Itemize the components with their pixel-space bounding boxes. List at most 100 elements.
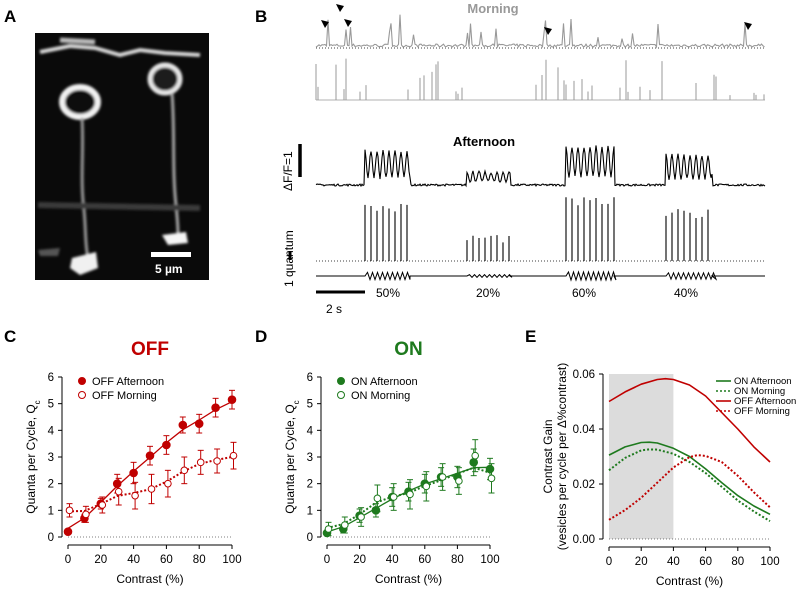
y-tick-label: 2	[48, 479, 54, 491]
data-point-on-morning	[357, 513, 365, 521]
y-axis-label-units: (vesicles per cycle per Δ%contrast)	[555, 363, 569, 550]
x-tick-label: 20	[635, 556, 648, 568]
y-axis-label: Quanta per Cycle, Qc	[24, 400, 42, 513]
x-tick-label: 60	[160, 554, 173, 566]
y-tick-label: 0	[307, 532, 313, 544]
x-tick-label: 0	[606, 556, 612, 568]
data-point-off-morning	[65, 506, 74, 515]
curve-on-afternoon	[608, 441, 771, 516]
legend-label: OFF Morning	[92, 390, 157, 402]
x-tick-label: 60	[699, 556, 712, 568]
legend-label: ON Afternoon	[351, 376, 418, 388]
data-point-on-morning	[389, 493, 398, 501]
dff-scale-label: ΔF/F=1	[281, 151, 295, 191]
data-point-off-afternoon	[63, 527, 73, 536]
micrograph-cells	[37, 37, 201, 275]
quantum-scale-label: 1 quantum	[282, 230, 296, 287]
data-point-off-morning	[196, 458, 205, 467]
contrast-label-4: 40%	[674, 286, 698, 300]
data-point-on-morning	[471, 451, 480, 460]
x-axis-label: Contrast (%)	[116, 572, 183, 586]
curve-off-afternoon	[608, 377, 771, 463]
data-point-off-afternoon	[145, 451, 155, 460]
scale-bar-label: 5 µm	[155, 262, 183, 276]
trace-panel: Morning Afternoon ΔF/F=1 1 quantum 2 s 5…	[281, 1, 766, 316]
morning-fluorescence-trace	[315, 14, 765, 49]
data-point-off-afternoon	[112, 479, 122, 488]
data-point-on-morning	[438, 473, 447, 481]
y-tick-label: 6	[307, 372, 313, 384]
data-point-off-morning	[180, 466, 189, 475]
x-tick-label: 0	[324, 554, 330, 566]
x-tick-label: 40	[386, 554, 399, 566]
y-tick-label: 0.02	[573, 479, 595, 491]
afternoon-fluorescence-trace	[315, 145, 766, 188]
y-tick-label: 3	[48, 452, 54, 464]
y-axis-label-subscript: c	[33, 400, 42, 404]
event-arrowhead	[344, 19, 352, 27]
data-point-on-morning	[422, 482, 431, 491]
chart-contrast-gain: 0.00 0.02 0.04 0.06 0 20 40 60 80 100 Contrast (%)…	[541, 363, 796, 588]
data-point-off-afternoon	[129, 468, 138, 478]
x-axis-label: Contrast (%)	[375, 572, 442, 586]
data-point-on-morning	[487, 474, 496, 483]
event-arrowhead	[544, 27, 552, 35]
y-tick-label: 0.04	[573, 424, 596, 436]
y-tick-label: 0	[48, 532, 54, 544]
micrograph: 5 µm	[35, 33, 209, 280]
stimulus-trace	[316, 270, 765, 282]
y-tick-label: 5	[48, 399, 54, 411]
event-arrowhead	[321, 20, 329, 28]
legend-marker	[78, 377, 86, 385]
data-point-on-morning	[406, 490, 414, 499]
chart-title: ON	[394, 339, 423, 360]
legend-marker	[78, 391, 86, 399]
y-tick-label: 4	[48, 425, 55, 437]
panel-label-e: E	[525, 327, 536, 346]
x-tick-label: 100	[222, 554, 241, 566]
chart-title: OFF	[131, 339, 169, 360]
data-point-off-morning	[229, 451, 238, 460]
contrast-label-2: 20%	[476, 286, 500, 300]
legend-label: OFF Afternoon	[734, 396, 796, 407]
y-tick-label: 6	[48, 372, 54, 384]
event-arrowhead	[744, 22, 752, 30]
time-scale-label: 2 s	[326, 302, 342, 316]
panel-label-b: B	[255, 7, 267, 26]
panel-label-c: C	[4, 327, 16, 346]
x-tick-label: 20	[353, 554, 366, 566]
data-point-off-morning	[131, 491, 139, 500]
legend-label: ON Morning	[734, 386, 785, 397]
data-point-off-afternoon	[227, 395, 237, 404]
x-tick-label: 100	[760, 556, 779, 568]
data-point-on-afternoon	[469, 458, 479, 467]
data-point-off-morning	[114, 487, 123, 496]
data-point-off-afternoon	[211, 403, 220, 412]
y-tick-label: 4	[307, 425, 314, 437]
contrast-label-3: 60%	[572, 286, 596, 300]
data-point-on-morning	[324, 525, 333, 533]
x-tick-label: 80	[193, 554, 206, 566]
x-tick-label: 80	[731, 556, 744, 568]
y-tick-label: 3	[307, 452, 313, 464]
data-point-on-morning	[455, 477, 463, 485]
data-point-off-morning	[98, 501, 107, 509]
data-point-off-morning	[82, 510, 90, 519]
y-tick-label: 2	[307, 479, 313, 491]
shaded-region	[609, 374, 674, 539]
x-tick-label: 60	[418, 554, 431, 566]
y-tick-label: 1	[307, 505, 313, 517]
scale-bar	[151, 252, 191, 257]
event-arrowhead	[336, 4, 344, 12]
data-point-off-afternoon	[178, 420, 188, 430]
x-tick-label: 0	[65, 554, 71, 566]
afternoon-label: Afternoon	[453, 134, 515, 149]
morning-quantal-events	[315, 58, 765, 100]
morning-label: Morning	[467, 1, 518, 16]
legend-label: ON Morning	[351, 390, 410, 402]
data-point-on-afternoon	[371, 506, 381, 515]
x-tick-label: 100	[480, 554, 499, 566]
x-axis-label: Contrast (%)	[656, 574, 723, 588]
data-point-off-morning	[147, 485, 156, 493]
